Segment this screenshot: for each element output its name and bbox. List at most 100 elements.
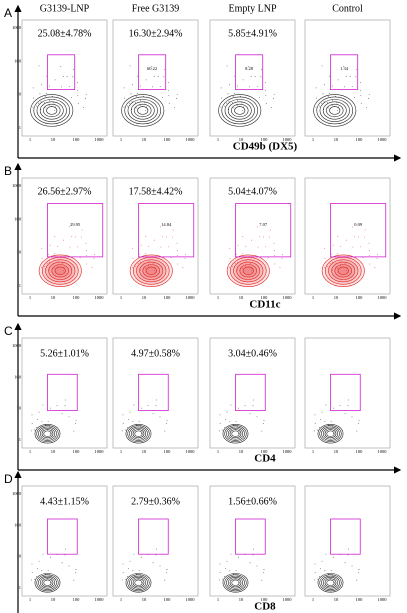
event-dot	[318, 576, 320, 577]
x-tick-label: 100	[164, 449, 172, 454]
event-dot	[219, 563, 221, 565]
contour	[129, 426, 148, 441]
event-dot	[185, 254, 187, 256]
gate-percent: 1.34	[340, 66, 349, 71]
event-dot	[136, 107, 138, 109]
gate	[47, 373, 78, 411]
contour	[226, 426, 245, 441]
event-dot	[171, 236, 173, 238]
gate	[138, 54, 167, 90]
event-dot	[33, 578, 35, 580]
y-tick-label: 10	[17, 554, 22, 559]
contour	[36, 99, 67, 122]
event-dot	[49, 407, 51, 409]
event-dot	[69, 246, 71, 248]
contour	[322, 101, 347, 120]
gate-percent: 8.28	[245, 66, 254, 71]
contour	[321, 575, 340, 590]
event-dot	[85, 97, 86, 99]
x-tick-label: 100	[356, 597, 364, 602]
event-dot	[226, 560, 228, 562]
x-tick-label: 10	[51, 137, 56, 142]
event-dot	[236, 85, 238, 87]
x-tick-label: 1000	[283, 449, 293, 454]
contour	[51, 264, 69, 278]
event-dot	[162, 97, 163, 98]
event-dot	[334, 106, 336, 107]
event-dot	[134, 107, 136, 109]
event-dot	[145, 253, 147, 255]
event-dot	[31, 430, 33, 432]
event-dot	[240, 267, 242, 269]
event-dot	[360, 94, 362, 96]
x-tick-label: 100	[356, 295, 364, 300]
contour	[233, 259, 264, 283]
event-dot	[249, 413, 251, 415]
plot-frame	[112, 485, 199, 597]
event-dot	[45, 75, 47, 77]
contour	[136, 259, 167, 283]
x-tick-label: 10	[142, 597, 147, 602]
event-dot	[226, 65, 228, 67]
event-dot	[132, 258, 134, 259]
event-dot	[77, 82, 78, 84]
event-dot	[226, 102, 228, 104]
x-tick-label: 1	[217, 597, 219, 602]
plot-frame	[304, 337, 391, 449]
event-dot	[237, 556, 239, 558]
event-dot	[37, 419, 38, 421]
x-tick-label: 1	[29, 449, 31, 454]
event-dot	[345, 270, 347, 272]
event-dot	[358, 569, 360, 570]
contour	[39, 427, 56, 440]
event-dot	[65, 399, 66, 401]
event-dot	[140, 261, 141, 263]
event-dot	[32, 106, 34, 108]
event-dot	[228, 101, 230, 103]
x-tick-label: 100	[261, 597, 269, 602]
contour	[242, 266, 254, 275]
event-dot	[143, 262, 145, 264]
event-dot	[49, 100, 51, 102]
plot-frame	[304, 177, 391, 295]
x-tick-label: 1000	[378, 295, 388, 300]
event-dot	[335, 95, 336, 97]
event-dot	[31, 422, 33, 424]
event-dot	[331, 269, 333, 271]
event-dot	[176, 242, 178, 244]
event-dot	[137, 263, 139, 264]
event-dot	[347, 554, 349, 556]
event-dot	[232, 102, 233, 104]
contour	[326, 430, 335, 437]
x-tick-label: 1	[217, 295, 219, 300]
event-dot	[41, 267, 42, 268]
event-dot	[153, 270, 155, 272]
x-axis-label: CD4	[254, 453, 276, 465]
contour	[224, 99, 255, 122]
y-tick-label: 1	[19, 125, 21, 130]
event-dot	[235, 570, 237, 571]
event-dot	[126, 427, 128, 428]
event-dot	[328, 93, 330, 94]
event-dot	[265, 246, 267, 248]
x-tick-label: 1000	[186, 295, 196, 300]
event-dot	[145, 110, 147, 111]
event-dot	[45, 93, 47, 94]
event-dot	[256, 565, 258, 567]
event-dot	[85, 255, 87, 256]
contour	[41, 256, 79, 285]
contour	[222, 423, 249, 444]
y-tick-label: 10	[17, 92, 22, 97]
x-tick-label: 1000	[95, 597, 105, 602]
event-dot	[271, 106, 272, 108]
event-dot	[234, 263, 236, 264]
event-dot	[324, 84, 326, 86]
contour	[39, 577, 56, 589]
event-dot	[330, 578, 331, 580]
stat-label: 5.26±1.01%	[40, 348, 89, 359]
gate	[47, 54, 76, 90]
x-tick-label: 10	[142, 137, 147, 142]
event-dot	[323, 109, 325, 111]
event-dot	[268, 236, 270, 238]
event-dot	[176, 97, 177, 99]
